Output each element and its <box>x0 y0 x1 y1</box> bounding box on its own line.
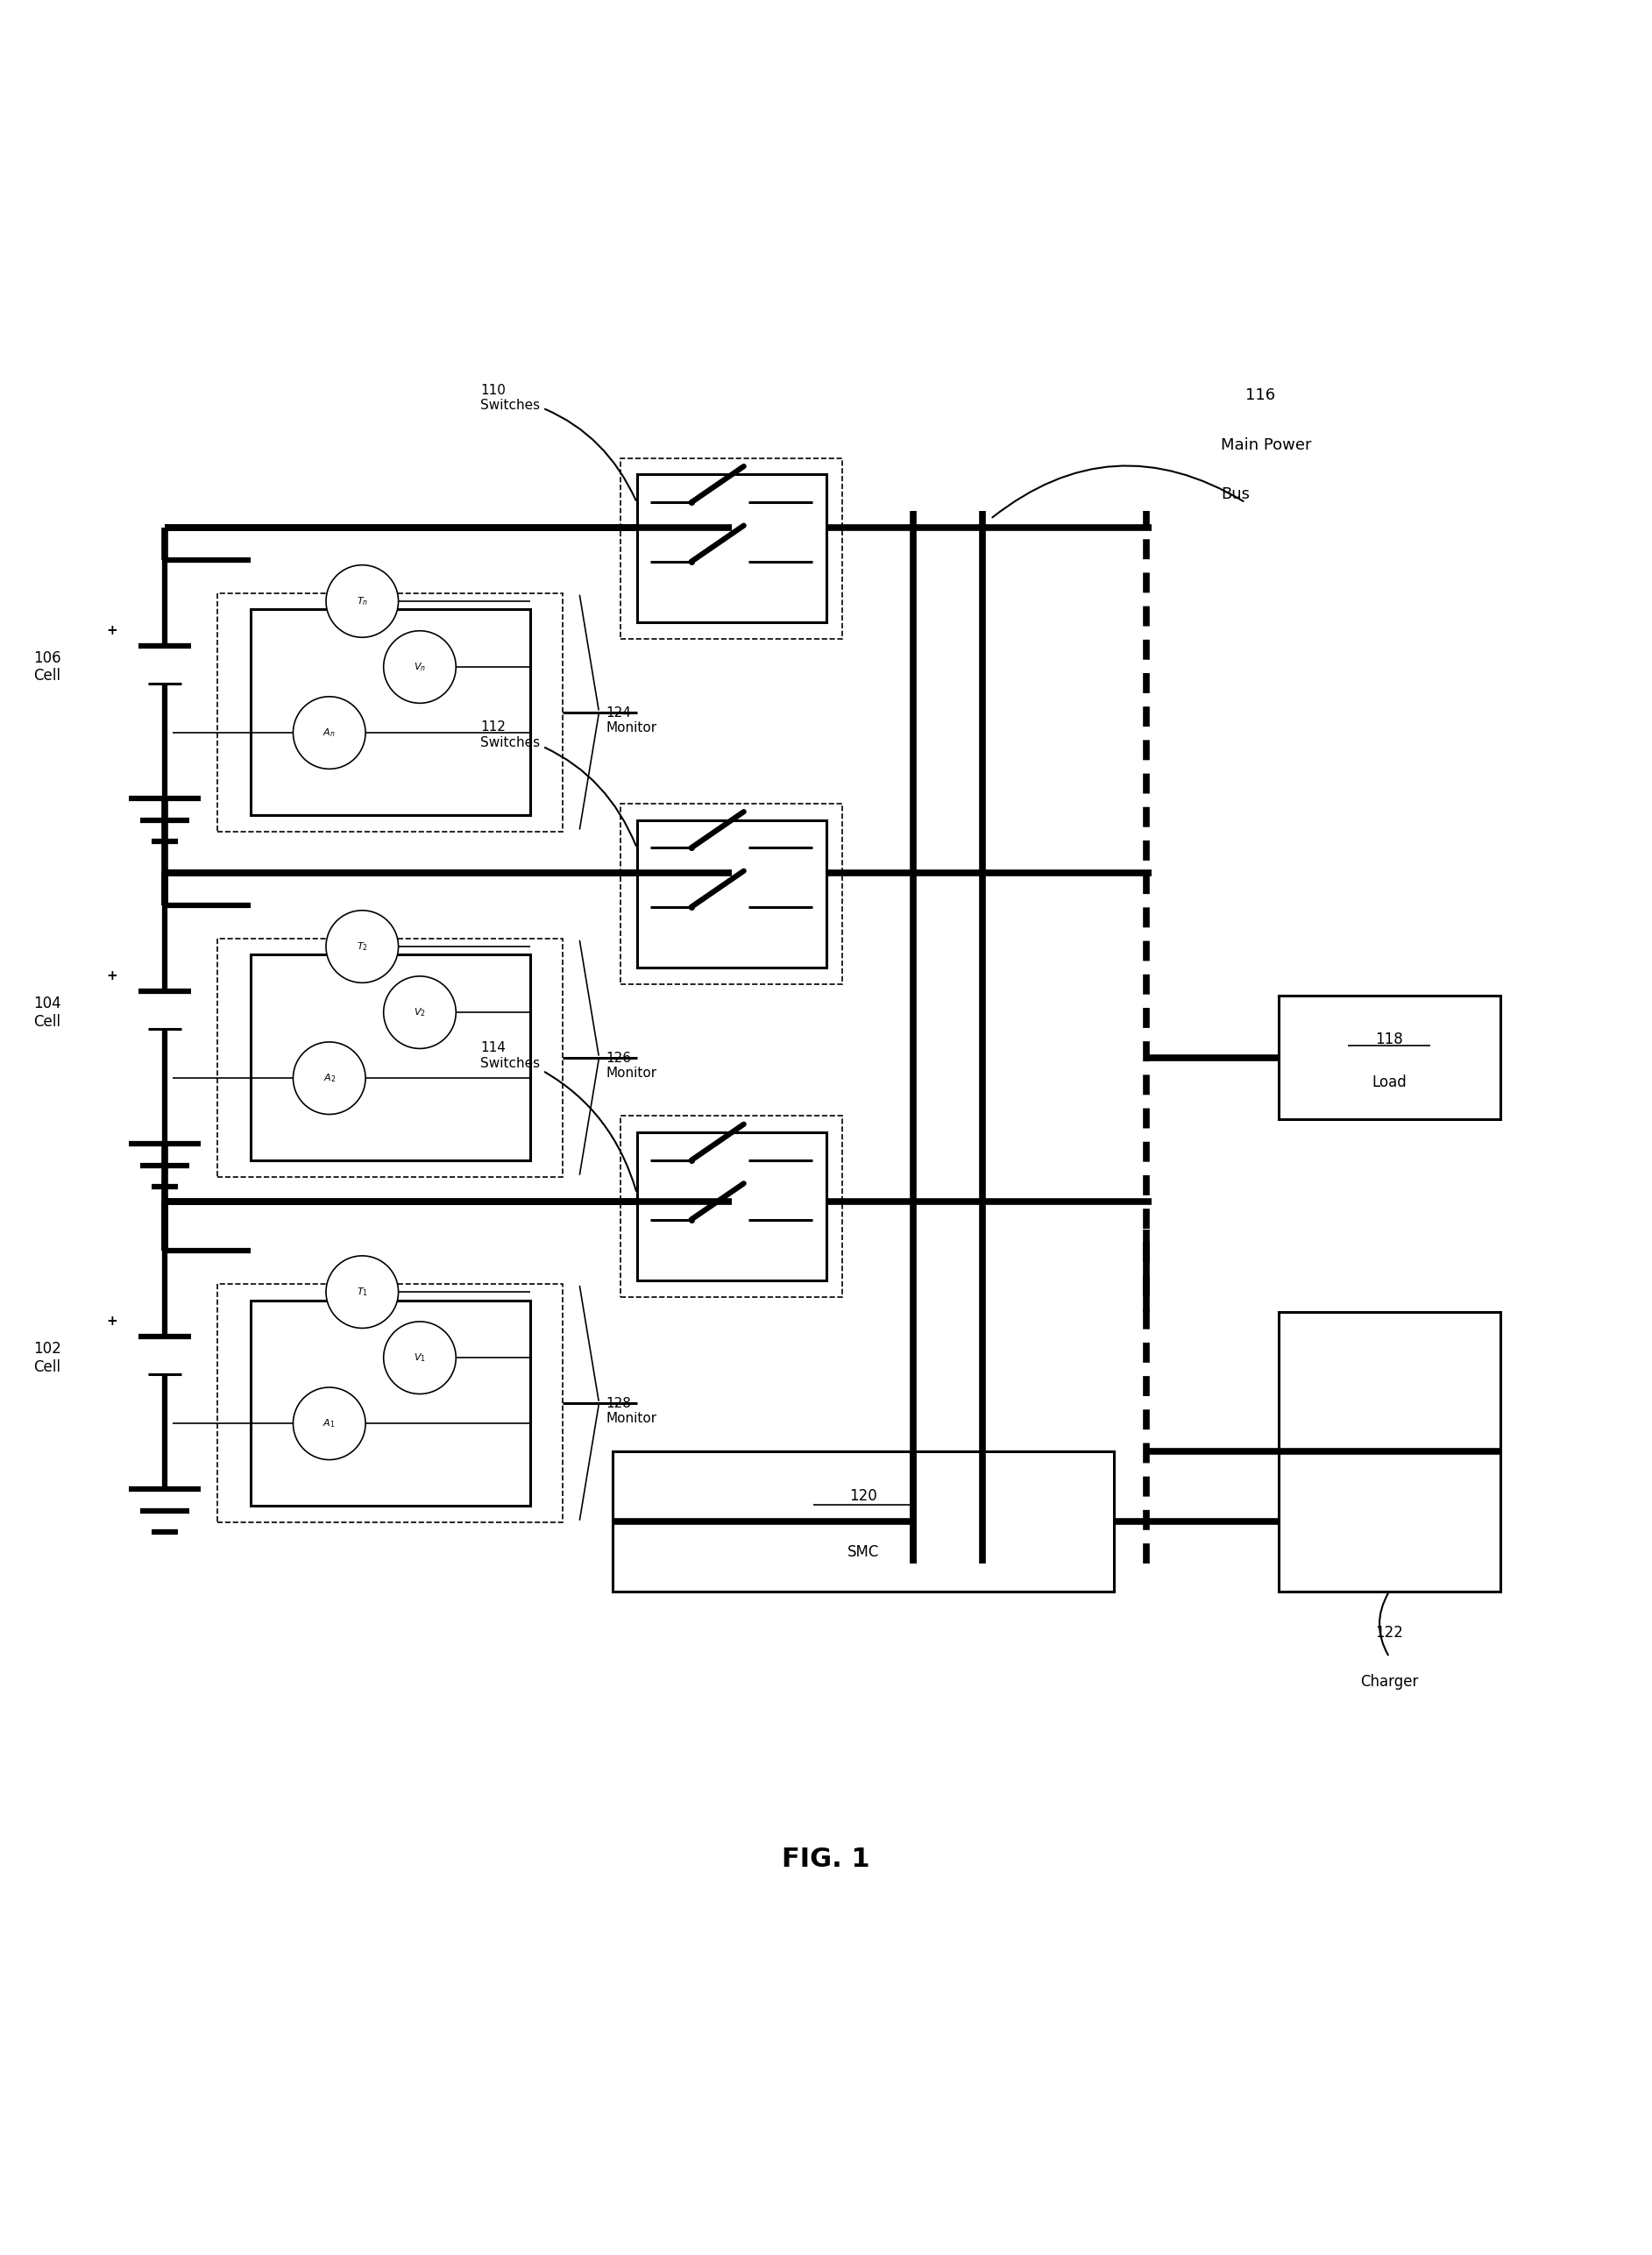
Text: T$_n$: T$_n$ <box>357 595 368 607</box>
Text: 118: 118 <box>1376 1031 1403 1046</box>
Bar <box>621 1116 843 1297</box>
Bar <box>218 1283 563 1522</box>
Text: FIG. 1: FIG. 1 <box>781 1847 871 1872</box>
Bar <box>1279 997 1500 1118</box>
Text: +: + <box>107 1315 117 1328</box>
Text: A$_1$: A$_1$ <box>322 1418 335 1430</box>
Text: V$_2$: V$_2$ <box>413 1006 426 1019</box>
Text: 104
Cell: 104 Cell <box>33 994 61 1028</box>
Text: 128
Monitor: 128 Monitor <box>606 1398 656 1425</box>
Circle shape <box>325 911 398 983</box>
Text: T$_1$: T$_1$ <box>357 1285 368 1299</box>
Text: 102
Cell: 102 Cell <box>33 1342 61 1376</box>
Circle shape <box>383 976 456 1049</box>
Text: Main Power: Main Power <box>1221 437 1312 453</box>
Text: Load: Load <box>1371 1073 1408 1089</box>
Text: A$_n$: A$_n$ <box>322 726 335 740</box>
Bar <box>621 458 843 638</box>
Text: A$_2$: A$_2$ <box>324 1071 335 1085</box>
Circle shape <box>383 1321 456 1394</box>
Text: 112
Switches: 112 Switches <box>481 722 636 846</box>
Bar <box>251 609 530 814</box>
Text: 114
Switches: 114 Switches <box>481 1042 636 1191</box>
Circle shape <box>325 566 398 638</box>
Bar <box>251 1301 530 1506</box>
Text: Charger: Charger <box>1360 1673 1419 1689</box>
Bar <box>638 1132 826 1281</box>
Circle shape <box>325 1256 398 1328</box>
Bar <box>251 954 530 1161</box>
Circle shape <box>292 1042 365 1114</box>
Bar <box>218 593 563 832</box>
Bar <box>638 474 826 622</box>
Circle shape <box>292 1387 365 1459</box>
Text: +: + <box>107 970 117 983</box>
Text: 124
Monitor: 124 Monitor <box>606 706 656 735</box>
Text: V$_n$: V$_n$ <box>413 661 426 672</box>
Text: SMC: SMC <box>847 1545 879 1560</box>
Text: 110
Switches: 110 Switches <box>481 383 636 501</box>
Text: +: + <box>107 625 117 638</box>
Bar <box>1279 1312 1500 1592</box>
Text: 106
Cell: 106 Cell <box>33 649 61 683</box>
Text: 126
Monitor: 126 Monitor <box>606 1051 656 1080</box>
Bar <box>638 821 826 967</box>
Bar <box>613 1452 1113 1592</box>
Bar <box>621 803 843 985</box>
Bar <box>218 938 563 1177</box>
Text: T$_2$: T$_2$ <box>357 940 368 952</box>
Text: V$_1$: V$_1$ <box>413 1351 426 1364</box>
Text: 120: 120 <box>849 1488 877 1504</box>
Text: 122: 122 <box>1376 1624 1403 1639</box>
Text: 116: 116 <box>1246 388 1275 404</box>
Text: Bus: Bus <box>1221 487 1249 503</box>
Circle shape <box>383 631 456 704</box>
Circle shape <box>292 697 365 769</box>
